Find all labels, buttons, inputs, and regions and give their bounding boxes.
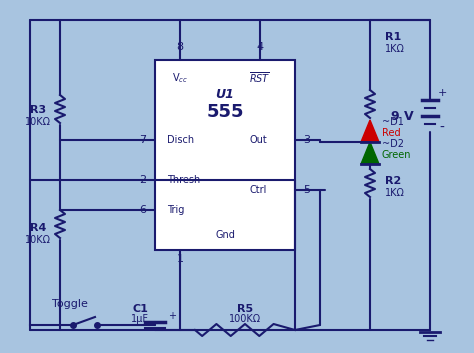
Text: 4: 4 (256, 42, 264, 52)
Text: Thresh: Thresh (167, 175, 200, 185)
Text: 555: 555 (206, 103, 244, 121)
Text: Gnd: Gnd (215, 230, 235, 240)
Text: $\overline{RST}$: $\overline{RST}$ (249, 71, 271, 85)
Text: ~D2: ~D2 (382, 139, 404, 149)
Text: Red: Red (382, 128, 401, 138)
Text: Toggle: Toggle (52, 299, 88, 309)
Text: ~D1: ~D1 (382, 117, 404, 127)
Text: U1: U1 (216, 89, 235, 102)
Text: R1: R1 (385, 32, 401, 42)
Text: 1μF: 1μF (131, 314, 149, 324)
Polygon shape (361, 142, 379, 164)
Text: 10KΩ: 10KΩ (25, 235, 51, 245)
Text: 7: 7 (139, 135, 146, 145)
Bar (155, 60, 295, 250)
Text: Trig: Trig (167, 205, 184, 215)
Text: C1: C1 (132, 304, 148, 314)
Text: R2: R2 (385, 176, 401, 186)
Text: 1KΩ: 1KΩ (385, 188, 405, 198)
Polygon shape (361, 120, 379, 142)
Text: 3: 3 (303, 135, 310, 145)
Text: R3: R3 (30, 105, 46, 115)
Text: 6: 6 (139, 205, 146, 215)
Text: R5: R5 (237, 304, 253, 314)
Text: V$_{cc}$: V$_{cc}$ (172, 71, 188, 85)
Text: Ctrl: Ctrl (250, 185, 267, 195)
Text: 100KΩ: 100KΩ (229, 314, 261, 324)
Text: -: - (439, 121, 445, 135)
Text: 5: 5 (303, 185, 310, 195)
Text: R4: R4 (30, 223, 46, 233)
Text: Green: Green (382, 150, 411, 160)
Text: 9 V: 9 V (391, 109, 413, 122)
Text: Disch: Disch (167, 135, 194, 145)
Text: 8: 8 (176, 42, 183, 52)
Text: 10KΩ: 10KΩ (25, 117, 51, 127)
Text: 1: 1 (176, 254, 183, 264)
Text: 1KΩ: 1KΩ (385, 44, 405, 54)
Text: Out: Out (250, 135, 268, 145)
Text: +: + (438, 88, 447, 98)
Text: 2: 2 (139, 175, 146, 185)
Text: +: + (168, 311, 176, 321)
